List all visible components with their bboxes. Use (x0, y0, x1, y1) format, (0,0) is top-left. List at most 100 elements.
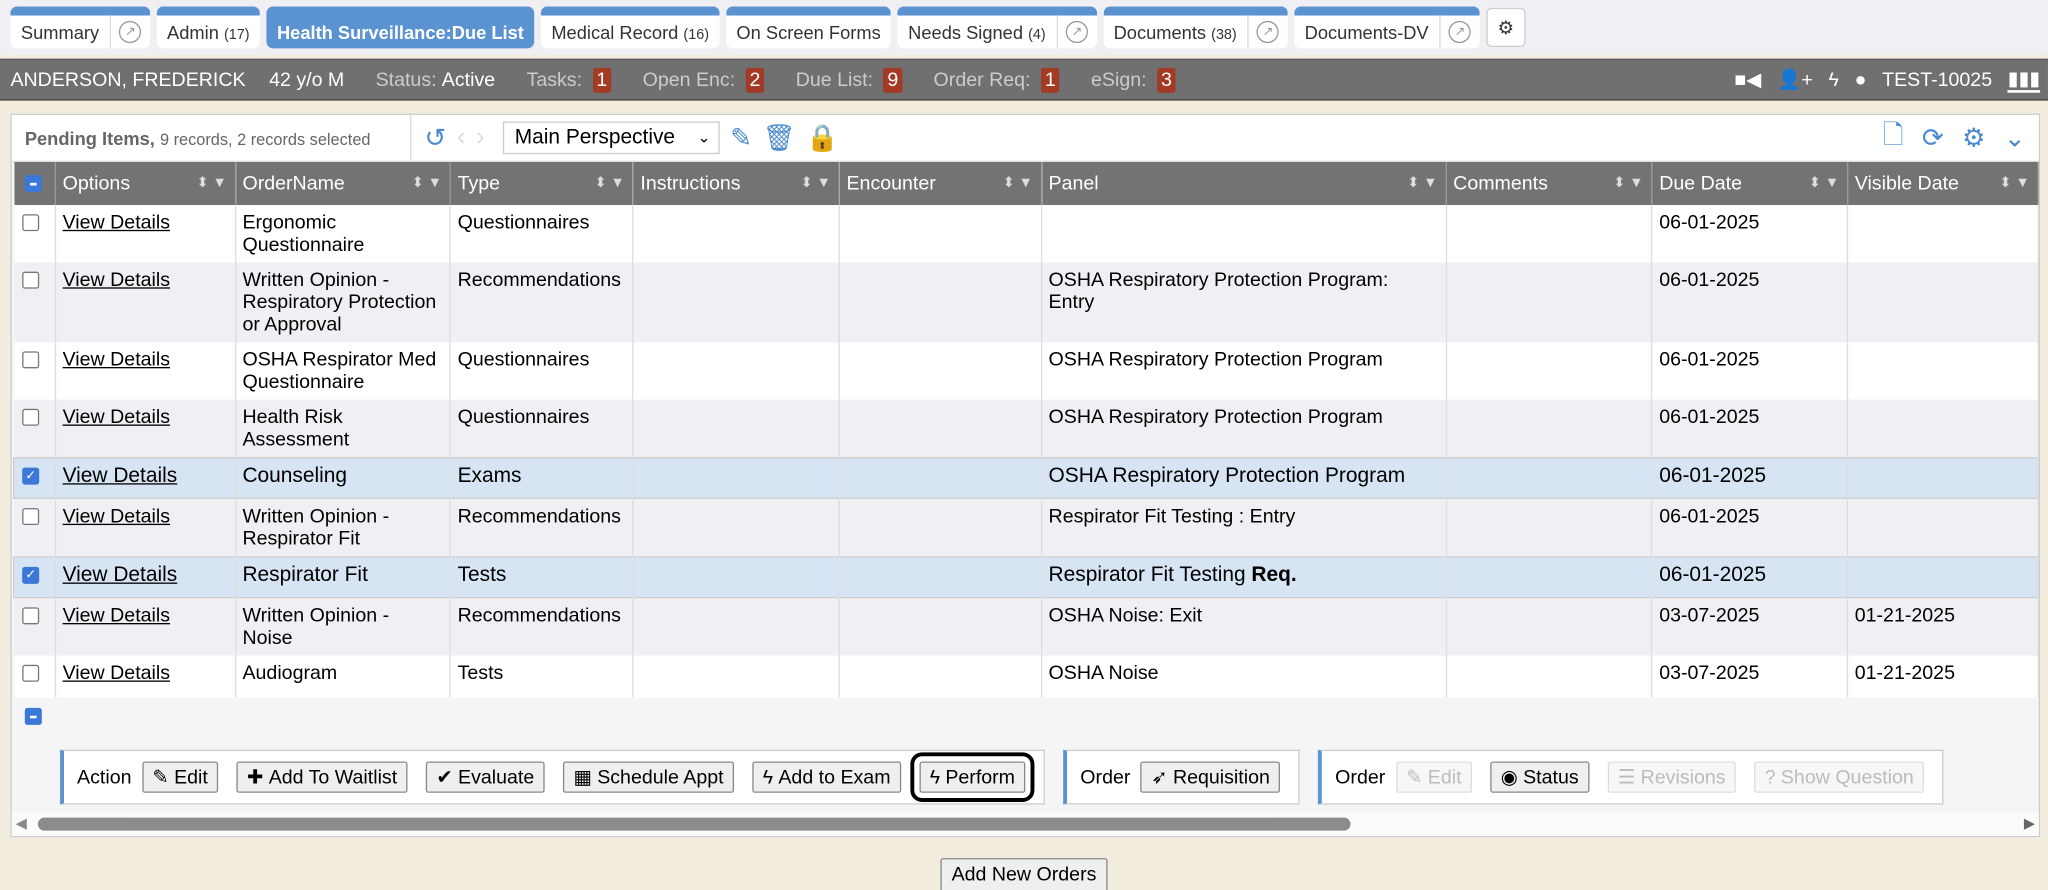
row-checkbox[interactable] (21, 271, 39, 289)
view-details-link[interactable]: View Details (62, 604, 171, 627)
scroll-left-icon[interactable]: ◀ (15, 816, 27, 832)
column-header-due-date[interactable]: Due Date ⬍ ▼ (1652, 161, 1849, 206)
tab-on-screen-forms[interactable]: On Screen Forms (725, 6, 892, 49)
revisions-button[interactable]: ☰ Revisions (1607, 761, 1737, 793)
row-checkbox-cell[interactable]: ✓ (13, 457, 57, 499)
add-new-orders-button[interactable]: Add New Orders (939, 858, 1109, 890)
status-button[interactable]: ◉ Status (1490, 761, 1590, 793)
row-checkbox-cell[interactable]: ✓ (13, 557, 57, 598)
evaluate-button[interactable]: ✔ Evaluate (425, 761, 545, 793)
user-id[interactable]: TEST-10025 (1882, 68, 1993, 91)
column-header-comments[interactable]: Comments ⬍ ▼ (1445, 161, 1653, 206)
counter-1[interactable]: Open Enc: 2 (643, 67, 765, 93)
sort-filter-icon[interactable]: ⬍ ▼ (1613, 175, 1644, 191)
column-header-encounter[interactable]: Encounter ⬍ ▼ (839, 161, 1043, 206)
row-checkbox[interactable] (21, 408, 39, 426)
row-checkbox-cell[interactable] (13, 399, 57, 458)
type-cell-text: Recommendations (457, 269, 621, 292)
tab-summary[interactable]: Summary ↗ (10, 6, 151, 49)
column-header-options[interactable]: Options ⬍ ▼ (55, 161, 236, 206)
counter-2[interactable]: Due List: 9 (796, 67, 903, 93)
counter-4[interactable]: eSign: 3 (1091, 67, 1176, 93)
undo-icon[interactable]: ↺ (424, 124, 447, 153)
row-checkbox[interactable] (21, 508, 39, 526)
due-date-cell-text: 06-01-2025 (1659, 269, 1760, 292)
document-icon[interactable]: 🗋 (1882, 120, 1904, 150)
schedule-appt-button[interactable]: ▦ Schedule Appt (562, 761, 735, 793)
row-checkbox-cell[interactable] (13, 597, 57, 656)
column-header-type[interactable]: Type ⬍ ▼ (450, 161, 634, 206)
scroll-right-icon[interactable]: ▶ (2023, 816, 2035, 832)
view-details-link[interactable]: View Details (62, 564, 178, 587)
row-checkbox[interactable] (21, 214, 39, 232)
view-details-link[interactable]: View Details (62, 211, 171, 234)
row-checkbox-cell[interactable] (13, 342, 57, 400)
add-to-exam-button[interactable]: ϟ Add to Exam (752, 761, 901, 793)
sort-filter-icon[interactable]: ⬍ ▼ (594, 175, 625, 191)
sort-filter-icon[interactable]: ⬍ ▼ (800, 175, 831, 191)
video-icon[interactable]: ■◀ (1734, 69, 1762, 92)
chart-icon[interactable]: ▮▮▮ (2007, 67, 2041, 93)
edit-button[interactable]: ✎ Edit (141, 761, 219, 793)
row-checkbox[interactable] (21, 607, 39, 625)
row-checkbox-cell[interactable] (13, 498, 57, 558)
forward-icon[interactable]: › (475, 122, 485, 152)
collapse-rows-toggle[interactable] (24, 707, 42, 725)
open-external-icon[interactable]: ↗ (1439, 15, 1479, 49)
lightning-icon[interactable]: ϟ (1828, 68, 1839, 91)
sort-filter-icon[interactable]: ⬍ ▼ (411, 175, 442, 191)
select-all-checkbox[interactable] (13, 161, 57, 206)
view-details-link[interactable]: View Details (62, 505, 171, 528)
view-details-link[interactable]: View Details (62, 348, 171, 371)
perform-button[interactable]: ϟ Perform (910, 752, 1035, 802)
column-header-ordername[interactable]: OrderName ⬍ ▼ (235, 161, 452, 206)
counter-0[interactable]: Tasks: 1 (527, 67, 612, 93)
edit-button[interactable]: ✎ Edit (1395, 761, 1473, 793)
sort-filter-icon[interactable]: ⬍ ▼ (1002, 175, 1033, 191)
tab-health-surveillance-due-list[interactable]: Health Surveillance:Due List (266, 6, 535, 49)
sort-filter-icon[interactable]: ⬍ ▼ (1407, 175, 1438, 191)
requisition-button[interactable]: ➶ Requisition (1140, 761, 1281, 793)
open-external-icon[interactable]: ↗ (109, 15, 150, 49)
row-checkbox[interactable] (21, 664, 39, 682)
view-details-link[interactable]: View Details (62, 269, 171, 292)
row-checkbox-cell[interactable] (13, 262, 57, 343)
row-checkbox[interactable] (21, 351, 39, 369)
column-header-panel[interactable]: Panel ⬍ ▼ (1041, 161, 1447, 206)
view-details-link[interactable]: View Details (62, 464, 178, 488)
row-checkbox-cell[interactable] (13, 655, 57, 698)
view-details-link[interactable]: View Details (62, 662, 171, 685)
row-checkbox-cell[interactable] (13, 205, 57, 263)
tab-settings-gear-icon[interactable]: ⚙ (1486, 7, 1526, 48)
row-checkbox[interactable]: ✓ (22, 467, 40, 485)
refresh-icon[interactable]: ⟳ (1921, 124, 1944, 153)
tab-documents-dv[interactable]: Documents-DV ↗ (1294, 6, 1480, 49)
pencil-icon[interactable]: ✎ (730, 124, 753, 153)
trash-icon[interactable]: 🗑 (762, 124, 796, 153)
lock-icon[interactable]: 🔒 (806, 124, 839, 153)
sort-filter-icon[interactable]: ⬍ ▼ (196, 175, 227, 191)
add-to-waitlist-button[interactable]: ✚ Add To Waitlist (236, 761, 408, 793)
column-header-visible-date[interactable]: Visible Date ⬍ ▼ (1847, 161, 2039, 206)
scrollbar-thumb[interactable] (37, 817, 1351, 831)
horizontal-scrollbar[interactable]: ◀ ▶ (11, 812, 2039, 836)
view-details-link[interactable]: View Details (62, 406, 171, 429)
add-user-icon[interactable]: 👤+ (1777, 69, 1813, 92)
tab-needs-signed[interactable]: Needs Signed (4) ↗ (897, 6, 1097, 49)
open-external-icon[interactable]: ↗ (1247, 15, 1287, 49)
column-header-instructions[interactable]: Instructions ⬍ ▼ (633, 161, 840, 206)
tab-medical-record[interactable]: Medical Record (16) (540, 6, 720, 49)
back-icon[interactable]: ‹ (456, 122, 466, 152)
sort-filter-icon[interactable]: ⬍ ▼ (1808, 175, 1840, 191)
collapse-chevron-icon[interactable]: ⌄ (2003, 124, 2026, 153)
tab-label: Documents (38) (1103, 22, 1247, 43)
open-external-icon[interactable]: ↗ (1056, 15, 1096, 49)
perspective-select[interactable]: Main Perspective ⌄ (502, 121, 720, 155)
tab-documents[interactable]: Documents (38) ↗ (1103, 6, 1288, 49)
show-question-button[interactable]: ? Show Question (1754, 761, 1925, 793)
counter-3[interactable]: Order Req: 1 (934, 67, 1060, 93)
settings-gear-icon[interactable]: ⚙ (1962, 124, 1986, 153)
row-checkbox[interactable]: ✓ (22, 566, 40, 584)
tab-admin[interactable]: Admin (17) (156, 6, 260, 49)
sort-filter-icon[interactable]: ⬍ ▼ (1999, 175, 2030, 191)
